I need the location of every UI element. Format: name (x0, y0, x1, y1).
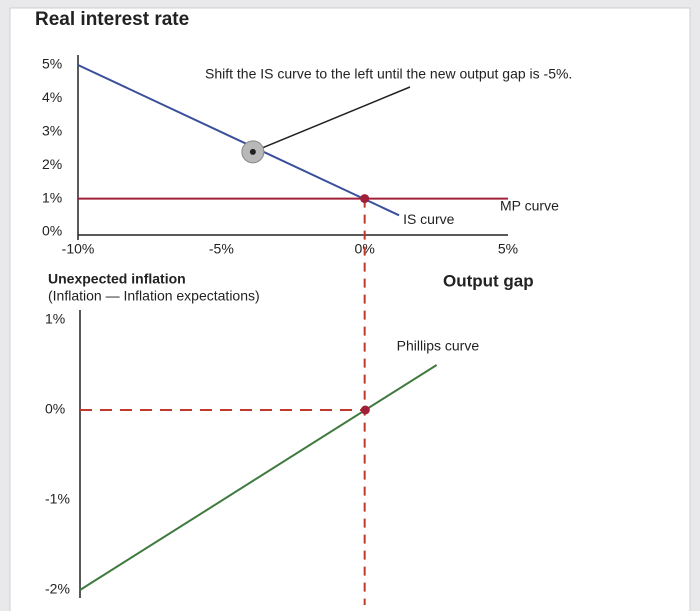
series-line (77, 64, 400, 217)
y-tick-label: 4% (42, 89, 62, 105)
chart-title: Unexpected inflation (48, 271, 186, 287)
x-tick-label: -5% (209, 241, 234, 257)
point (360, 194, 370, 204)
series-label: Phillips curve (397, 338, 480, 354)
x-axis-label: Output gap (443, 271, 534, 290)
y-tick-label: 1% (45, 311, 65, 327)
x-tick-label: -10% (62, 241, 95, 257)
series-label: IS curve (403, 211, 455, 227)
y-tick-label: 0% (45, 401, 65, 417)
y-tick-label: 2% (42, 156, 62, 172)
handle-dot (249, 148, 256, 155)
panel (9, 7, 691, 611)
point (360, 405, 370, 415)
y-tick-label: 3% (42, 123, 62, 139)
annotation-pointer (252, 86, 411, 153)
y-tick-label: 0% (42, 223, 62, 239)
y-tick-label: -1% (45, 491, 70, 507)
y-tick-label: 1% (42, 189, 62, 205)
annotation: Shift the IS curve to the left until the… (205, 66, 572, 82)
series-line (79, 364, 438, 591)
chart-subtitle: (Inflation — Inflation expectations) (48, 288, 260, 304)
series-label: MP curve (500, 197, 559, 213)
y-tick-label: -2% (45, 581, 70, 597)
chart-title: Real interest rate (35, 9, 189, 30)
x-tick-label: 5% (498, 241, 518, 257)
y-tick-label: 5% (42, 56, 62, 72)
